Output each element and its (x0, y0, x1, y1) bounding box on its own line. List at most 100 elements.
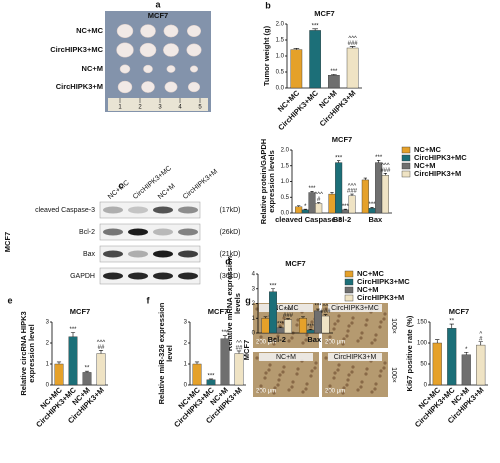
bar (461, 354, 471, 386)
y-tick-label: 0 (184, 383, 188, 389)
bar (341, 209, 349, 214)
bar (68, 336, 78, 386)
protein-label: cleaved Caspase-3 (35, 207, 95, 214)
blot-band (153, 272, 173, 280)
blot-band (178, 206, 198, 214)
significance: # (317, 197, 321, 203)
image-label: NC+MC (273, 305, 298, 312)
tumor (166, 65, 176, 73)
ihc-cell (360, 331, 364, 335)
y-axis-label: expression levels (267, 150, 276, 213)
ihc-cell (373, 387, 377, 391)
bar (328, 193, 336, 214)
legend-swatch (344, 286, 354, 294)
ihc-cell (365, 367, 369, 371)
chart-title: MCF7 (285, 259, 305, 268)
significance: *** (335, 155, 343, 161)
legend-label: NC+M (357, 285, 378, 294)
y-tick-label: 2 (46, 341, 50, 347)
blot-band (103, 250, 123, 258)
ihc-cell (351, 316, 355, 320)
bar (269, 291, 277, 334)
y-axis-label: Tumor weight (g) (262, 25, 271, 86)
ihc-cell (272, 391, 276, 395)
protein-label: GAPDH (70, 273, 95, 280)
ihc-cell (328, 335, 332, 339)
legend-label: CircHIPK3+M (357, 293, 404, 302)
tumor (189, 65, 199, 73)
ihc-cell (304, 387, 308, 391)
ihc-cell (373, 338, 377, 342)
y-axis-label: level (165, 345, 174, 362)
tumor (117, 80, 133, 94)
panel-label: d (225, 256, 231, 266)
panel-label: c (118, 180, 123, 190)
ihc-cell (263, 376, 267, 380)
ihc-cell (336, 368, 340, 372)
bar (321, 315, 330, 334)
ihc-cell (313, 366, 317, 370)
chart-title: MCF7 (314, 9, 334, 18)
column-label: CircHIPK3+M (182, 168, 219, 201)
blot-band (103, 272, 123, 280)
size-label: (36kD) (219, 273, 240, 280)
bar (295, 206, 303, 214)
y-axis-label: Relative protein/GAPDH (259, 139, 268, 224)
ihc-cell (282, 365, 286, 369)
y-tick-label: 100 (417, 341, 428, 347)
chart-title: MCF7 (449, 307, 469, 316)
significance: *** (330, 69, 338, 75)
error-bar (349, 46, 356, 48)
size-label: (17kD) (219, 207, 240, 214)
significance: ^^^ (348, 184, 357, 190)
significance: # (479, 336, 483, 342)
bar (315, 203, 323, 214)
panel-label: e (7, 295, 12, 305)
ihc-cell (337, 314, 341, 318)
y-tick-label: 1.5 (276, 38, 285, 44)
y-tick-label: 1 (252, 316, 256, 322)
significance: *** (342, 204, 350, 210)
tumor (163, 43, 179, 57)
panel-label: f (147, 295, 151, 305)
significance: ^ (479, 331, 482, 337)
row-label: CircHIPK3+M (56, 82, 103, 91)
y-tick-label: 0.5 (281, 195, 290, 201)
y-tick-label: 0 (252, 331, 256, 337)
y-tick-label: 3 (184, 320, 188, 326)
ihc-cell (327, 340, 331, 344)
x-tick-label: Bax (368, 215, 383, 224)
tumor (116, 42, 134, 58)
y-tick-label: 3 (46, 320, 50, 326)
legend-label: NC+MC (357, 269, 384, 278)
blot-strip (99, 267, 201, 285)
ihc-cell (370, 341, 374, 345)
significance: *** (375, 155, 383, 161)
blot-band (178, 228, 198, 236)
bar (309, 30, 321, 89)
ihc-cell (295, 372, 299, 376)
significance: * (304, 204, 307, 210)
ihc-cell (273, 337, 277, 341)
protein-label: Bcl-2 (79, 229, 95, 236)
error-bar (331, 73, 337, 76)
bar (220, 338, 230, 386)
significance: ** (449, 319, 454, 325)
y-tick-label: 0.5 (276, 70, 285, 76)
significance: *** (312, 23, 320, 29)
row-label: NC+MC (76, 26, 103, 35)
y-tick-label: 2 (252, 301, 256, 307)
chart-title: MCF7 (70, 307, 90, 316)
y-tick-label: 0.0 (281, 211, 290, 217)
label-bg (328, 353, 382, 361)
bar (301, 209, 309, 214)
y-tick-label: 0 (424, 383, 428, 389)
ihc-cell (310, 369, 314, 373)
significance: *** (221, 330, 229, 336)
ihc-cell (276, 383, 280, 387)
significance: ** (85, 366, 90, 372)
blot-strip (99, 223, 201, 241)
error-bar (464, 351, 469, 355)
significance: ^^ (323, 304, 329, 310)
size-label: (21kD) (219, 251, 240, 258)
